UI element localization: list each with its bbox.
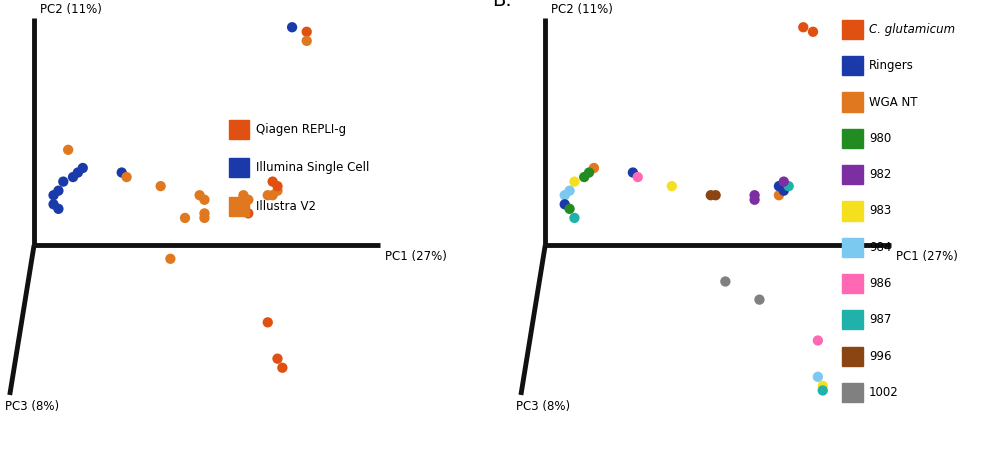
Text: PC3 (8%): PC3 (8%) (5, 400, 59, 413)
Bar (842, 93, 862, 112)
Point (192, 192, 208, 199)
Text: 986: 986 (869, 277, 891, 290)
Bar (842, 129, 862, 148)
Text: PC3 (8%): PC3 (8%) (516, 400, 570, 413)
Point (703, 192, 719, 199)
Bar (842, 56, 862, 75)
Point (241, 196, 256, 203)
Point (197, 196, 213, 203)
Point (780, 183, 796, 190)
Text: 984: 984 (869, 241, 891, 254)
Point (241, 210, 256, 217)
Bar (842, 20, 862, 39)
Point (269, 187, 285, 194)
Point (163, 255, 179, 262)
Point (269, 183, 285, 190)
Point (51, 187, 67, 194)
Point (153, 183, 169, 190)
Point (810, 337, 826, 344)
Point (775, 187, 791, 194)
Point (805, 28, 821, 35)
Bar (842, 238, 862, 257)
Point (197, 210, 213, 217)
Point (630, 173, 646, 181)
Bar (842, 311, 862, 330)
Point (298, 37, 314, 44)
Bar (842, 202, 862, 221)
Point (814, 382, 830, 390)
Point (770, 192, 786, 199)
Point (75, 164, 91, 172)
Point (298, 28, 314, 35)
Text: Ringers: Ringers (869, 59, 914, 72)
Point (51, 205, 67, 212)
Point (770, 183, 786, 190)
Point (625, 169, 641, 176)
Point (119, 173, 135, 181)
Point (751, 296, 767, 303)
Text: 983: 983 (869, 204, 891, 217)
Bar (229, 197, 250, 216)
Point (576, 173, 592, 181)
Point (814, 387, 830, 394)
Point (664, 183, 680, 190)
Point (586, 164, 602, 172)
Point (562, 187, 578, 194)
Text: Illumina Single Cell: Illumina Single Cell (255, 161, 369, 174)
Text: 980: 980 (869, 132, 891, 145)
Point (264, 178, 280, 185)
Bar (842, 274, 862, 293)
Point (567, 214, 583, 222)
Point (55, 178, 71, 185)
Point (259, 319, 275, 326)
Point (269, 355, 285, 362)
Point (236, 192, 251, 199)
Point (114, 169, 130, 176)
Point (274, 364, 290, 371)
Bar (842, 165, 862, 184)
Point (284, 24, 300, 31)
Bar (229, 120, 250, 139)
Text: PC2 (11%): PC2 (11%) (551, 3, 613, 16)
Point (46, 201, 62, 208)
Point (264, 192, 280, 199)
Text: PC1 (27%): PC1 (27%) (896, 250, 958, 263)
Point (775, 178, 791, 185)
Point (747, 192, 762, 199)
Text: 1002: 1002 (869, 386, 899, 399)
Text: B.: B. (492, 0, 511, 10)
Point (259, 192, 275, 199)
Text: PC2 (11%): PC2 (11%) (40, 3, 102, 16)
Bar (842, 383, 862, 402)
Point (581, 169, 597, 176)
Point (562, 205, 578, 212)
Text: WGA NT: WGA NT (869, 95, 917, 109)
Point (65, 173, 81, 181)
Text: Qiagen REPLI-g: Qiagen REPLI-g (255, 123, 345, 136)
Point (795, 24, 811, 31)
Bar (229, 158, 250, 178)
Text: 996: 996 (869, 350, 891, 363)
Text: 987: 987 (869, 313, 891, 326)
Point (197, 214, 213, 222)
Bar (842, 347, 862, 366)
Point (747, 196, 762, 203)
Point (708, 192, 724, 199)
Text: C. glutamicum: C. glutamicum (869, 23, 955, 36)
Text: Illustra V2: Illustra V2 (255, 200, 315, 213)
Point (177, 214, 193, 222)
Point (810, 373, 826, 380)
Point (718, 278, 734, 285)
Text: PC1 (27%): PC1 (27%) (384, 250, 446, 263)
Point (557, 201, 573, 208)
Point (557, 192, 573, 199)
Point (70, 169, 86, 176)
Point (46, 192, 62, 199)
Point (567, 178, 583, 185)
Text: 982: 982 (869, 168, 891, 181)
Point (60, 146, 76, 153)
